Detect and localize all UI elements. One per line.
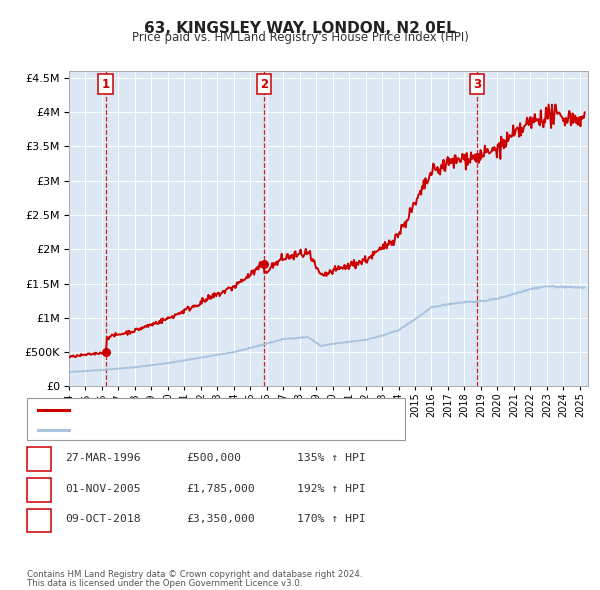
Text: 3: 3 bbox=[473, 78, 481, 91]
Text: 09-OCT-2018: 09-OCT-2018 bbox=[65, 514, 140, 524]
Text: HPI: Average price, detached house, Barnet: HPI: Average price, detached house, Barn… bbox=[75, 425, 314, 435]
Text: 170% ↑ HPI: 170% ↑ HPI bbox=[297, 514, 366, 524]
Text: £1,785,000: £1,785,000 bbox=[186, 484, 255, 493]
Text: 1: 1 bbox=[35, 451, 43, 464]
Text: 3: 3 bbox=[35, 513, 43, 526]
Text: 27-MAR-1996: 27-MAR-1996 bbox=[65, 453, 140, 463]
Text: Price paid vs. HM Land Registry's House Price Index (HPI): Price paid vs. HM Land Registry's House … bbox=[131, 31, 469, 44]
Text: This data is licensed under the Open Government Licence v3.0.: This data is licensed under the Open Gov… bbox=[27, 579, 302, 588]
Text: 2: 2 bbox=[260, 78, 268, 91]
Text: 2: 2 bbox=[35, 482, 43, 495]
Text: 135% ↑ HPI: 135% ↑ HPI bbox=[297, 453, 366, 463]
Text: 1: 1 bbox=[101, 78, 110, 91]
Text: £500,000: £500,000 bbox=[186, 453, 241, 463]
Text: Contains HM Land Registry data © Crown copyright and database right 2024.: Contains HM Land Registry data © Crown c… bbox=[27, 571, 362, 579]
Text: 63, KINGSLEY WAY, LONDON, N2 0EL: 63, KINGSLEY WAY, LONDON, N2 0EL bbox=[144, 21, 456, 35]
Text: 01-NOV-2005: 01-NOV-2005 bbox=[65, 484, 140, 493]
Text: 192% ↑ HPI: 192% ↑ HPI bbox=[297, 484, 366, 493]
Text: 63, KINGSLEY WAY, LONDON, N2 0EL (detached house): 63, KINGSLEY WAY, LONDON, N2 0EL (detach… bbox=[75, 405, 376, 415]
Text: £3,350,000: £3,350,000 bbox=[186, 514, 255, 524]
